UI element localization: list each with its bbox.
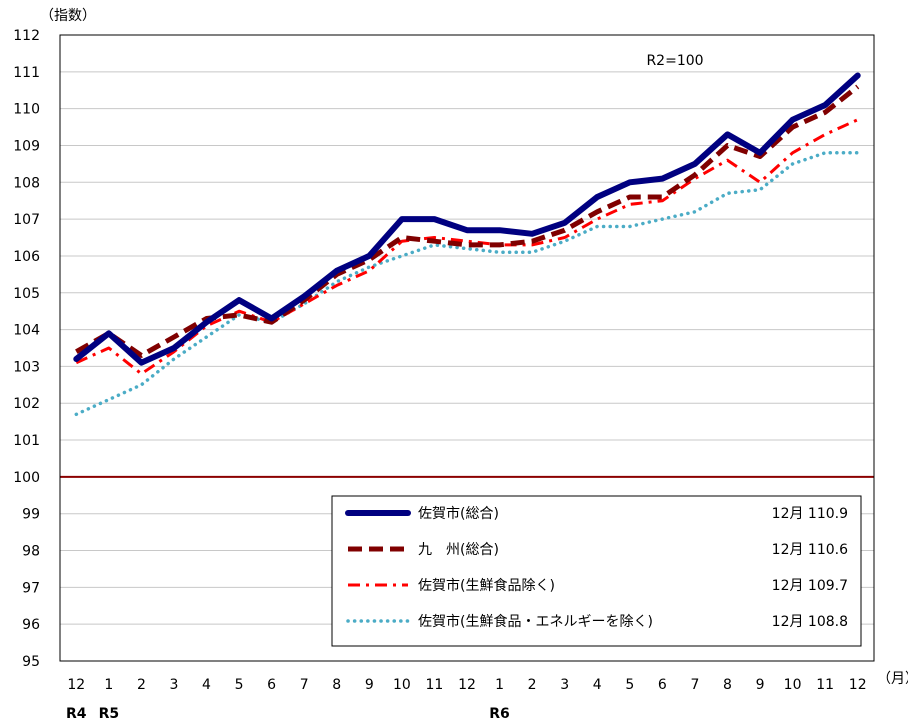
y-tick-label: 101: [13, 433, 40, 449]
x-tick-labels: 12 1 2 3 4 5 6 7 8 9 10 11 12 1 2 3 4 5 6 7 8 9 10 11 12: [67, 677, 866, 693]
era-labels: R4 R5 R6: [66, 706, 510, 722]
x-tick-label: 8: [332, 677, 341, 693]
y-tick-label: 103: [13, 359, 40, 375]
legend-value: 12月 108.8: [772, 614, 848, 630]
x-tick-label: 9: [365, 677, 374, 693]
era-label: R4: [66, 706, 87, 722]
x-axis-unit: （月）: [877, 671, 908, 687]
x-tick-label: 6: [658, 677, 667, 693]
x-tick-label: 11: [426, 677, 444, 693]
y-tick-label: 112: [13, 28, 40, 44]
x-tick-label: 9: [756, 677, 765, 693]
x-tick-label: 4: [202, 677, 211, 693]
legend-box: [331, 495, 862, 647]
legend: 佐賀市(総合) 12月 110.9 九 州(総合) 12月 110.6 佐賀市(生鮮食品…: [331, 495, 862, 647]
y-tick-label: 100: [13, 470, 40, 486]
era-label: R5: [99, 706, 120, 722]
y-tick-label: 102: [13, 396, 40, 412]
legend-label: 佐賀市(生鮮食品除く): [418, 577, 555, 594]
legend-label: 九 州(総合): [418, 542, 499, 558]
x-tick-label: 1: [495, 677, 504, 693]
x-tick-label: 8: [723, 677, 732, 693]
y-tick-label: 95: [22, 654, 40, 670]
y-tick-label: 105: [13, 286, 40, 302]
y-tick-label: 97: [22, 580, 40, 596]
y-axis-title: （指数）: [40, 8, 96, 24]
legend-value: 12月 110.6: [772, 542, 848, 558]
x-tick-label: 2: [137, 677, 146, 693]
series-line: [74, 151, 860, 417]
x-tick-label: 12: [458, 677, 476, 693]
x-tick-label: 4: [593, 677, 602, 693]
y-tick-label: 107: [13, 212, 40, 228]
y-tick-label: 109: [13, 138, 40, 154]
legend-value: 12月 109.7: [772, 578, 848, 594]
legend-label: 佐賀市(生鮮食品・エネルギーを除く): [418, 613, 653, 630]
x-tick-label: 1: [104, 677, 113, 693]
x-tick-label: 3: [560, 677, 569, 693]
x-tick-label: 7: [690, 677, 699, 693]
legend-value: 12月 110.9: [772, 506, 848, 522]
x-tick-label: 3: [169, 677, 178, 693]
series-lines: [73, 72, 861, 417]
y-tick-label: 110: [13, 102, 40, 118]
y-tick-label: 98: [22, 544, 40, 560]
base-year-annotation: R2=100: [646, 53, 703, 69]
x-tick-label: 10: [393, 677, 411, 693]
series-line: [75, 118, 859, 376]
y-tick-label: 99: [22, 507, 40, 523]
legend-label: 佐賀市(総合): [418, 505, 499, 522]
y-tick-labels: 95 96 97 98 99 100 101 102 103 104 105 106 107 108 109…: [13, 28, 40, 670]
x-tick-label: 12: [849, 677, 867, 693]
x-tick-label: 12: [67, 677, 85, 693]
x-tick-label: 6: [267, 677, 276, 693]
x-tick-label: 2: [528, 677, 537, 693]
y-tick-label: 96: [22, 617, 40, 633]
era-label: R6: [489, 706, 510, 722]
plot-frame: [59, 34, 875, 662]
x-tick-label: 5: [235, 677, 244, 693]
x-tick-label: 11: [816, 677, 834, 693]
x-tick-label: 7: [300, 677, 309, 693]
y-tick-label: 108: [13, 175, 40, 191]
series-line: [73, 72, 861, 366]
x-tick-label: 10: [784, 677, 802, 693]
series-line: [75, 84, 860, 358]
y-tick-label: 106: [13, 249, 40, 265]
x-tick-label: 5: [625, 677, 634, 693]
y-tick-label: 104: [13, 323, 40, 339]
y-tick-label: 111: [13, 65, 40, 81]
